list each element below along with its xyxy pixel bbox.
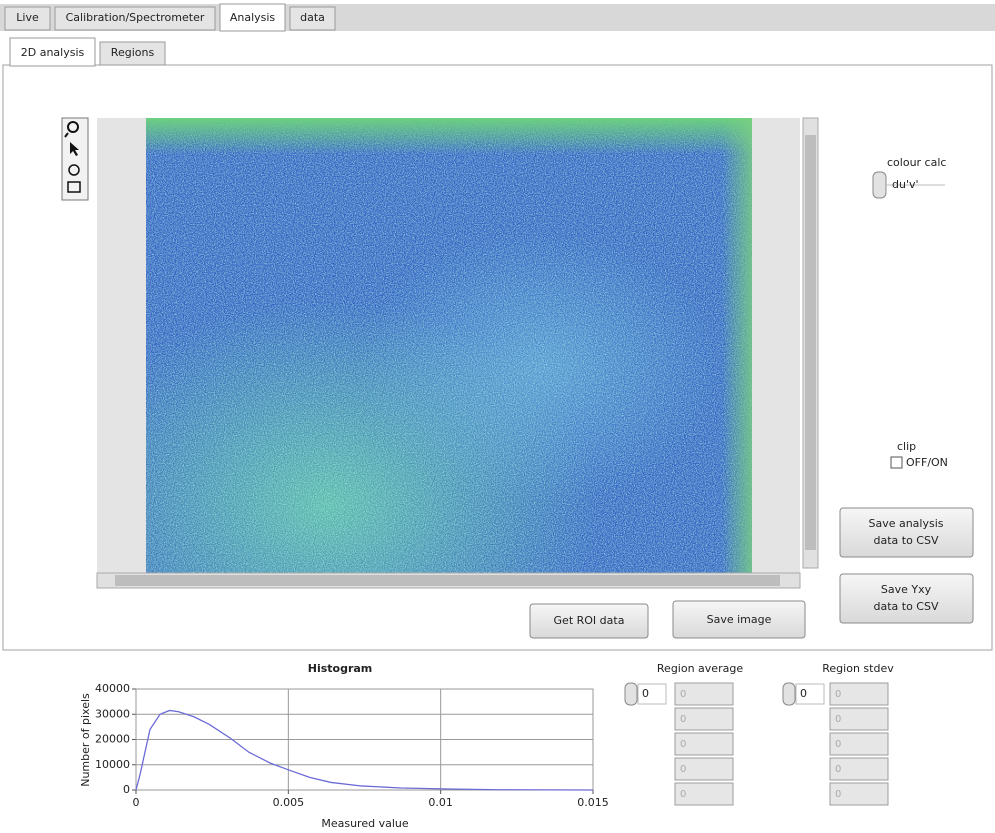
save-analysis-button[interactable]: Save analysis data to CSV (840, 508, 973, 557)
spinner (625, 683, 637, 705)
spinner (783, 683, 795, 705)
region-index[interactable]: 0 (783, 683, 824, 705)
value-text: 0 (680, 714, 686, 725)
subtab-label: Regions (111, 46, 155, 59)
page: {"tabs": ["Live", "Calibration/Spectrome… (0, 0, 995, 833)
image (146, 118, 752, 573)
value-text: 0 (835, 689, 841, 700)
save-yxy-button[interactable]: Save Yxy data to CSV (840, 574, 973, 623)
region-index[interactable]: 0 (625, 683, 666, 705)
tab[interactable]: Analysis (220, 4, 285, 31)
screen: Live Calibration/Spectrometer Analysis data… (0, 0, 995, 833)
chart-title: Histogram (308, 662, 373, 675)
tab[interactable]: Live (5, 7, 50, 30)
button-label: Save Yxy (881, 583, 932, 596)
button-label: Save analysis (868, 517, 943, 530)
value-text: 0 (835, 764, 841, 775)
y-tick-label: 10000 (95, 758, 130, 771)
x-tick-label: 0 (133, 796, 140, 809)
x-tick-label: 0.01 (428, 796, 453, 809)
y-tick-label: 40000 (95, 682, 130, 695)
get-roi-button[interactable]: Get ROI data (530, 604, 648, 638)
y-tick-label: 0 (123, 783, 130, 796)
y-tick-label: 30000 (95, 707, 130, 720)
save-image-button[interactable]: Save image (673, 601, 805, 638)
value-text: 0 (835, 789, 841, 800)
y-tick-label: 20000 (95, 733, 130, 746)
button-label: data to CSV (873, 534, 938, 547)
tool-palette (62, 118, 88, 200)
x-tick-label: 0.015 (577, 796, 609, 809)
colour-calc-label: colour calc (887, 156, 946, 169)
button-label: Get ROI data (554, 614, 625, 627)
x-tick-label: 0.005 (273, 796, 305, 809)
subtab-label: 2D analysis (21, 46, 85, 59)
y-axis-label: Number of pixels (79, 693, 92, 787)
subtab[interactable]: 2D analysis (10, 38, 95, 66)
value-text: 0 (680, 764, 686, 775)
index-value: 0 (642, 687, 649, 700)
region-label: Region average (657, 662, 743, 675)
colour-calc-value: du'v' (892, 178, 919, 191)
tab-label: data (300, 11, 325, 24)
value-text: 0 (680, 739, 686, 750)
tab[interactable]: Calibration/Spectrometer (55, 7, 215, 30)
value-text: 0 (680, 789, 686, 800)
button-label: data to CSV (873, 600, 938, 613)
tab-label: Live (16, 11, 39, 24)
clip-option: OFF/ON (906, 456, 948, 469)
index-value: 0 (800, 687, 807, 700)
button-label: Save image (707, 613, 772, 626)
tab[interactable]: data (290, 7, 335, 30)
x-axis-label: Measured value (321, 817, 409, 830)
tab-label: Calibration/Spectrometer (66, 11, 205, 24)
tab-label: Analysis (230, 11, 276, 24)
value-text: 0 (835, 739, 841, 750)
clip-checkbox[interactable] (891, 457, 902, 468)
region-label: Region stdev (822, 662, 894, 675)
subtab[interactable]: Regions (100, 42, 165, 65)
clip-label: clip (897, 440, 916, 453)
value-text: 0 (835, 714, 841, 725)
value-text: 0 (680, 689, 686, 700)
